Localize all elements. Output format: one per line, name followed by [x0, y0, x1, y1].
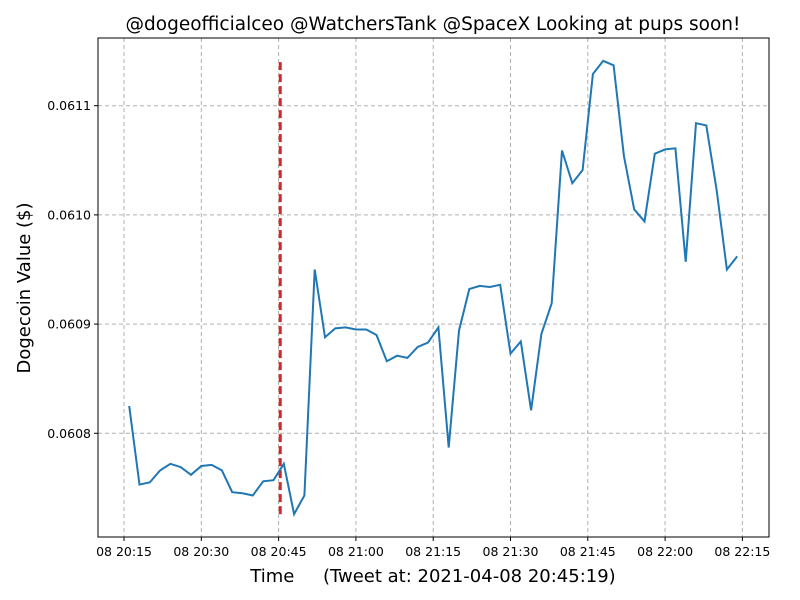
- x-tick-label: 08 20:15: [96, 544, 152, 559]
- x-tick-label: 08 21:45: [560, 544, 616, 559]
- series-line: [128, 59, 738, 517]
- grid: [98, 38, 769, 537]
- x-tick-label: 08 21:00: [328, 544, 384, 559]
- x-tick-label: 08 20:45: [251, 544, 307, 559]
- x-axis-label: Time (Tweet at: 2021-04-08 20:45:19): [249, 566, 615, 587]
- x-axis-ticks: 08 20:15 08 20:30 08 20:45 08 21:00 08 21:15…: [96, 537, 770, 559]
- y-tick-label: 0.0610: [47, 207, 91, 222]
- y-axis-label: Dogecoin Value ($): [14, 202, 35, 373]
- x-tick-label: 08 21:15: [405, 544, 461, 559]
- y-axis-ticks: 0.0608 0.0609 0.0610 0.0611: [47, 98, 98, 441]
- y-tick-label: 0.0608: [47, 426, 91, 441]
- x-tick-label: 08 20:30: [173, 544, 229, 559]
- plot-frame: [97, 37, 770, 538]
- x-tick-label: 08 21:30: [483, 544, 539, 559]
- y-tick-label: 0.0611: [47, 98, 91, 113]
- x-tick-label: 08 22:15: [714, 544, 770, 559]
- x-tick-label: 08 22:00: [637, 544, 693, 559]
- chart-title: @dogeofficialceo @WatchersTank @SpaceX L…: [126, 14, 741, 35]
- y-tick-label: 0.0609: [47, 317, 91, 332]
